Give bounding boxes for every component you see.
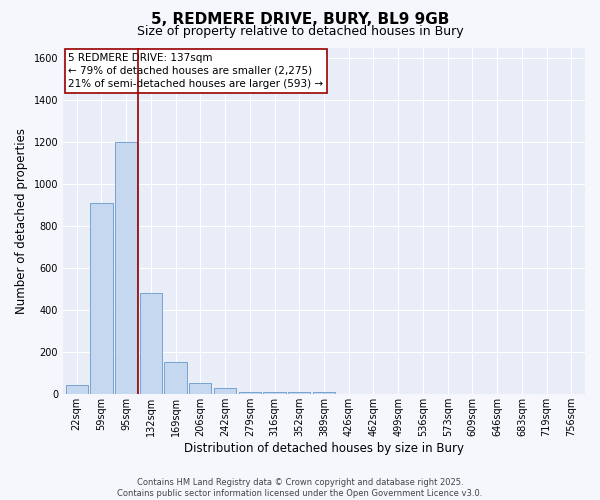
Text: Size of property relative to detached houses in Bury: Size of property relative to detached ho… [137, 25, 463, 38]
Bar [263, 392, 286, 394]
Bar [164, 362, 187, 394]
Text: Contains HM Land Registry data © Crown copyright and database right 2025.
Contai: Contains HM Land Registry data © Crown c… [118, 478, 482, 498]
Text: 5 REDMERE DRIVE: 137sqm
← 79% of detached houses are smaller (2,275)
21% of semi: 5 REDMERE DRIVE: 137sqm ← 79% of detache… [68, 52, 323, 89]
Y-axis label: Number of detached properties: Number of detached properties [15, 128, 28, 314]
Bar [115, 142, 137, 395]
Bar [288, 392, 310, 394]
Bar [140, 294, 162, 394]
Bar [189, 382, 211, 394]
Bar [90, 203, 113, 394]
Text: 5, REDMERE DRIVE, BURY, BL9 9GB: 5, REDMERE DRIVE, BURY, BL9 9GB [151, 12, 449, 28]
X-axis label: Distribution of detached houses by size in Bury: Distribution of detached houses by size … [184, 442, 464, 455]
Bar [214, 388, 236, 394]
Bar [65, 385, 88, 394]
Bar [239, 392, 261, 394]
Bar [313, 392, 335, 394]
